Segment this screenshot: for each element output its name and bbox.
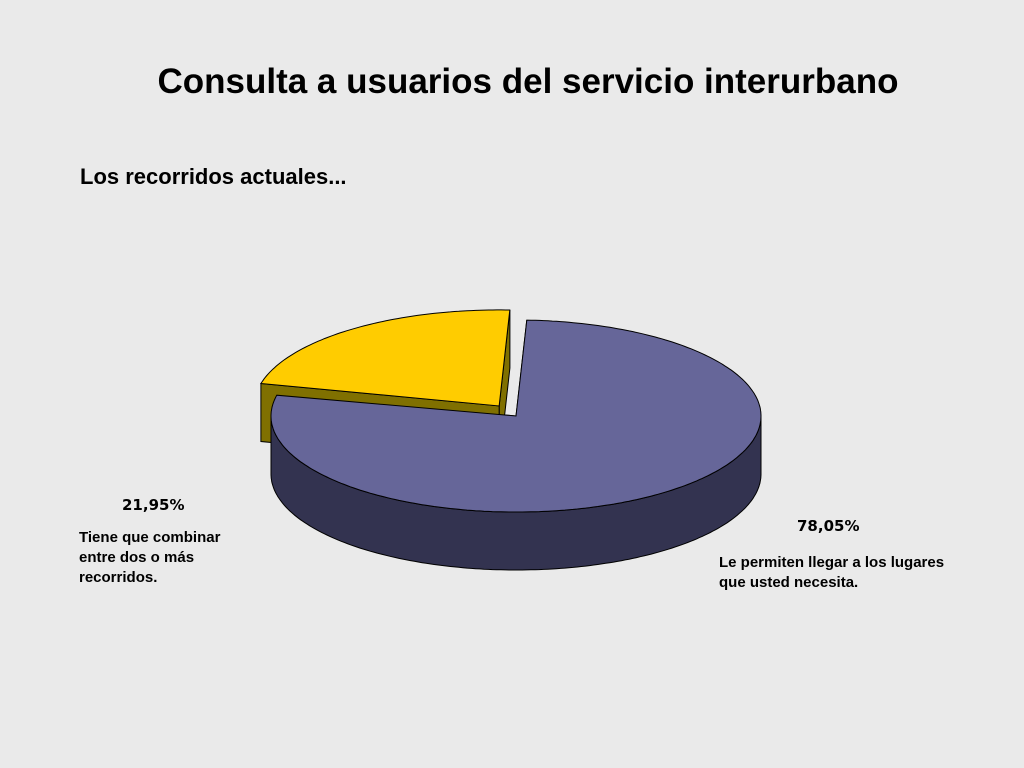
slice-description-permiten: Le permiten llegar a los lugares que ust… [719,554,945,591]
pie-slice-0 [260,309,511,407]
slide-title: Consulta a usuarios del servicio interur… [157,62,899,101]
slice-description-combinar: Tiene que combinar entre dos o más recor… [79,529,221,586]
pie-slice-1 [270,319,762,513]
slice-value-label-combinar: 21,95% [122,496,185,514]
slice-value-label-permiten: 78,05% [797,517,860,535]
slide-subtitle: Los recorridos actuales... [80,164,347,189]
